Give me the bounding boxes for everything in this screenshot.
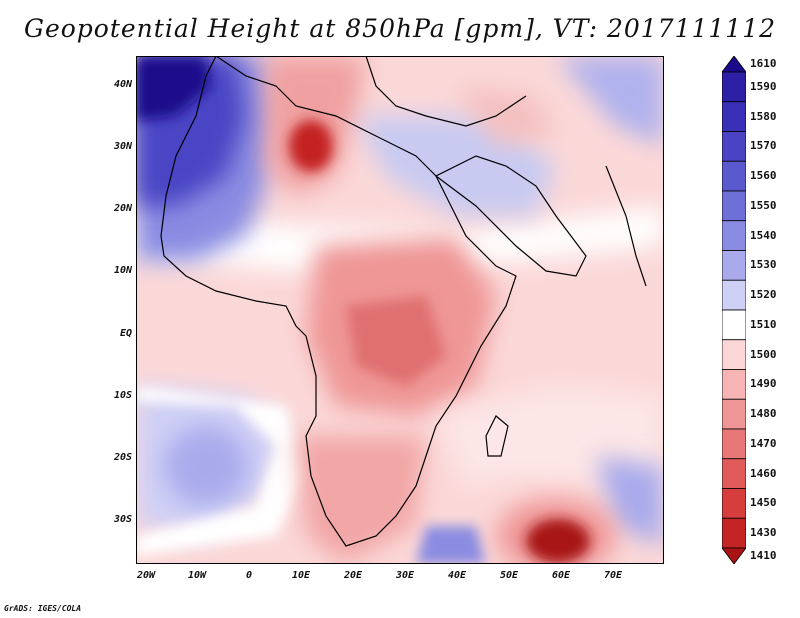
lon-label: 20E bbox=[343, 570, 363, 581]
colorbar-label: 1560 bbox=[750, 169, 777, 183]
map-title: Geopotential Height at 850hPa [gpm], VT:… bbox=[23, 14, 777, 43]
colorbar-label: 1570 bbox=[750, 139, 777, 153]
map-frame bbox=[136, 56, 664, 564]
colorbar-label: 1450 bbox=[750, 496, 777, 510]
lat-label: 40N bbox=[113, 79, 132, 90]
credit-label: GrADS: IGES/COLA bbox=[4, 604, 82, 613]
field-high-asia bbox=[556, 56, 664, 146]
field-low-mediterranean-core bbox=[289, 120, 333, 172]
lon-label: 10E bbox=[291, 570, 311, 581]
field-low-south-indian-core bbox=[526, 519, 590, 563]
colorbar-label: 1540 bbox=[750, 228, 777, 242]
colorbar-label: 1510 bbox=[750, 317, 777, 331]
colorbar-label: 1610 bbox=[750, 57, 777, 70]
lon-label: 30E bbox=[395, 570, 415, 581]
field-high-south-atlantic-core bbox=[164, 426, 248, 506]
colorbar-label: 1480 bbox=[750, 407, 777, 421]
colorbar-swatch bbox=[722, 160, 746, 192]
colorbar-swatch bbox=[722, 101, 746, 132]
colorbar-swatch bbox=[722, 71, 746, 103]
field-high-south-indian bbox=[596, 456, 664, 546]
lat-label: 10N bbox=[113, 265, 132, 276]
colorbar-swatch bbox=[722, 131, 746, 162]
colorbar-label: 1430 bbox=[750, 526, 777, 540]
colorbar-swatch bbox=[722, 547, 746, 564]
colorbar-label: 1410 bbox=[750, 549, 777, 562]
lon-label: 50E bbox=[499, 570, 519, 581]
colorbar-swatch bbox=[722, 398, 746, 430]
colorbar-label: 1460 bbox=[750, 466, 777, 480]
lat-label: 20N bbox=[113, 203, 132, 214]
colorbar-swatch bbox=[722, 339, 746, 370]
lat-label: 20S bbox=[113, 452, 132, 463]
lon-label: 70E bbox=[603, 570, 623, 581]
lat-label: 30N bbox=[113, 141, 132, 152]
colorbar-swatch bbox=[722, 190, 746, 222]
field-1510-band-north bbox=[136, 206, 664, 271]
colorbar-swatch bbox=[722, 488, 746, 519]
colorbar-swatch bbox=[722, 279, 746, 311]
geopotential-map bbox=[136, 56, 664, 564]
colorbar-label: 1470 bbox=[750, 436, 777, 450]
lon-label: 40E bbox=[447, 570, 467, 581]
field-high-south-cape bbox=[416, 526, 486, 564]
field-low-iran bbox=[456, 86, 556, 146]
colorbar-swatch bbox=[722, 220, 746, 251]
lon-label: 0 bbox=[245, 570, 253, 581]
lat-label: 30S bbox=[113, 514, 132, 525]
colorbar bbox=[722, 56, 746, 564]
colorbar-swatch bbox=[722, 309, 746, 341]
colorbar-label: 1590 bbox=[750, 79, 777, 93]
lat-label: EQ bbox=[119, 328, 132, 339]
lon-label: 10W bbox=[187, 570, 207, 581]
coastlines bbox=[160, 56, 647, 547]
colorbar-swatch bbox=[722, 369, 746, 400]
field-low-central-africa-core bbox=[346, 296, 446, 386]
lon-label: 60E bbox=[551, 570, 571, 581]
colorbar-label: 1580 bbox=[750, 109, 777, 123]
colorbar-label: 1520 bbox=[750, 288, 777, 302]
colorbar-swatch bbox=[722, 56, 746, 73]
colorbar-swatch bbox=[722, 517, 746, 549]
field-low-southern-africa bbox=[296, 436, 426, 564]
colorbar-swatch bbox=[722, 250, 746, 281]
colorbar-label: 1500 bbox=[750, 347, 777, 361]
colorbar-swatch bbox=[722, 458, 746, 489]
lat-label: 10S bbox=[113, 390, 132, 401]
colorbar-label: 1530 bbox=[750, 258, 777, 272]
field-1510-ring-south-atlantic bbox=[136, 386, 306, 556]
field-high-atlantic-max bbox=[136, 56, 211, 121]
colorbar-label: 1490 bbox=[750, 377, 777, 391]
lon-label: 20W bbox=[136, 570, 156, 581]
colorbar-label: 1550 bbox=[750, 198, 777, 212]
colorbar-swatch bbox=[722, 428, 746, 460]
